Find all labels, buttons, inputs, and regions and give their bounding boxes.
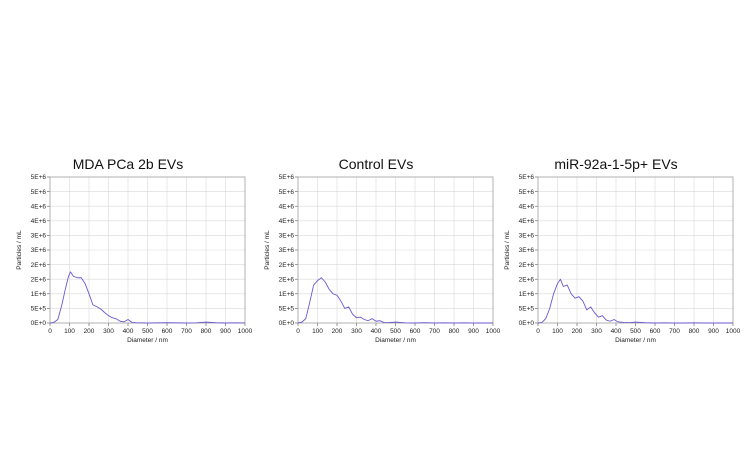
- chart-title: miR-92a-1-5p+ EVs: [554, 156, 678, 172]
- y-tick-label: 5E+6: [279, 174, 295, 181]
- x-tick-label: 200: [572, 328, 583, 335]
- y-tick-label: 5E+5: [519, 306, 535, 313]
- y-tick-label: 1E+6: [519, 291, 535, 298]
- y-tick-label: 4E+6: [519, 218, 535, 225]
- y-tick-label: 4E+6: [279, 203, 295, 210]
- plot-frame: [537, 176, 734, 324]
- x-tick-label: 100: [312, 328, 323, 335]
- x-tick-label: 700: [181, 328, 192, 335]
- y-tick-label: 3E+6: [31, 247, 47, 254]
- x-tick-label: 900: [468, 328, 479, 335]
- series-line: [49, 271, 246, 324]
- y-tick-label: 2E+6: [279, 262, 295, 269]
- x-tick-label: 400: [611, 328, 622, 335]
- x-tick-label: 600: [162, 328, 173, 335]
- chart-panel-2: Control EVs 0E+0 5E+5 1E+6 2E+6 2E+6 3E+6 3E+6…: [256, 150, 501, 350]
- x-tick-label: 100: [552, 328, 563, 335]
- chart-svg: 0E+0 5E+5 1E+6 2E+6 2E+6 3E+6 3E+6 4E+6 4E+6 5E+6…: [16, 174, 253, 344]
- y-tick-label: 5E+6: [279, 189, 295, 196]
- x-tick-label: 400: [123, 328, 134, 335]
- x-tick-label: 300: [591, 328, 602, 335]
- x-tick-label: 800: [689, 328, 700, 335]
- x-tick-label: 700: [429, 328, 440, 335]
- y-tick-label: 2E+6: [519, 276, 535, 283]
- x-tick-label: 300: [103, 328, 114, 335]
- y-tick-label: 3E+6: [279, 247, 295, 254]
- series-line: [537, 278, 733, 324]
- y-tick-label: 0E+0: [279, 320, 295, 327]
- x-axis-label: Diameter / nm: [615, 337, 656, 344]
- x-axis-label: Diameter / nm: [375, 337, 416, 344]
- x-tick-label: 700: [669, 328, 680, 335]
- chart-title: MDA PCa 2b EVs: [72, 156, 184, 172]
- x-tick-label: 800: [201, 328, 212, 335]
- x-tick-label: 800: [449, 328, 460, 335]
- x-tick-label: 1000: [486, 328, 501, 335]
- y-tick-label: 5E+6: [519, 189, 535, 196]
- x-axis-label: Diameter / nm: [127, 337, 168, 344]
- x-tick-label: 500: [390, 328, 401, 335]
- chart-panel-3: miR-92a-1-5p+ EVs 0E+0 5E+5 1E+6 2E+6 2E+6 3E…: [496, 150, 741, 350]
- y-tick-label: 4E+6: [31, 218, 47, 225]
- plot-frame: [297, 176, 494, 324]
- x-tick-label: 0: [296, 328, 300, 335]
- y-tick-label: 5E+5: [31, 306, 47, 313]
- y-tick-label: 2E+6: [31, 262, 47, 269]
- x-tick-label: 0: [536, 328, 540, 335]
- x-tick-label: 100: [64, 328, 75, 335]
- chart-svg: 0E+0 5E+5 1E+6 2E+6 2E+6 3E+6 3E+6 4E+6 4E+6 5E+6…: [264, 174, 501, 344]
- y-tick-label: 0E+0: [31, 320, 47, 327]
- x-tick-label: 0: [48, 328, 52, 335]
- x-tick-label: 500: [630, 328, 641, 335]
- x-tick-label: 1000: [238, 328, 253, 335]
- y-tick-label: 5E+6: [31, 174, 47, 181]
- x-tick-label: 600: [410, 328, 421, 335]
- y-axis-label: Particles / mL: [504, 230, 511, 270]
- y-tick-label: 2E+6: [519, 262, 535, 269]
- y-tick-label: 3E+6: [519, 247, 535, 254]
- y-tick-label: 4E+6: [519, 203, 535, 210]
- chart-title: Control EVs: [338, 156, 414, 172]
- series-line: [297, 277, 493, 324]
- y-tick-label: 3E+6: [519, 233, 535, 240]
- y-tick-label: 1E+6: [279, 291, 295, 298]
- y-tick-label: 4E+6: [31, 203, 47, 210]
- x-tick-label: 900: [708, 328, 719, 335]
- y-tick-label: 2E+6: [279, 276, 295, 283]
- x-tick-label: 900: [220, 328, 231, 335]
- y-tick-label: 2E+6: [31, 276, 47, 283]
- x-tick-label: 300: [351, 328, 362, 335]
- x-tick-label: 500: [142, 328, 153, 335]
- y-tick-label: 5E+6: [519, 174, 535, 181]
- x-tick-label: 200: [332, 328, 343, 335]
- y-axis-label: Particles / mL: [264, 230, 271, 270]
- chart-svg: 0E+0 5E+5 1E+6 2E+6 2E+6 3E+6 3E+6 4E+6 4E+6 5E+6…: [504, 174, 741, 344]
- y-tick-label: 5E+6: [31, 189, 47, 196]
- x-tick-label: 200: [84, 328, 95, 335]
- y-tick-label: 4E+6: [279, 218, 295, 225]
- x-tick-label: 1000: [726, 328, 741, 335]
- y-tick-label: 5E+5: [279, 306, 295, 313]
- y-tick-label: 3E+6: [31, 233, 47, 240]
- x-tick-label: 600: [650, 328, 661, 335]
- y-axis-label: Particles / mL: [16, 230, 23, 270]
- chart-panel-1: MDA PCa 2b EVs 0E+0 5E+5 1E+6 2E+6 2E+6 3E+6 3…: [8, 150, 253, 350]
- y-tick-label: 3E+6: [279, 233, 295, 240]
- y-tick-label: 0E+0: [519, 320, 535, 327]
- y-tick-label: 1E+6: [31, 291, 47, 298]
- x-tick-label: 400: [371, 328, 382, 335]
